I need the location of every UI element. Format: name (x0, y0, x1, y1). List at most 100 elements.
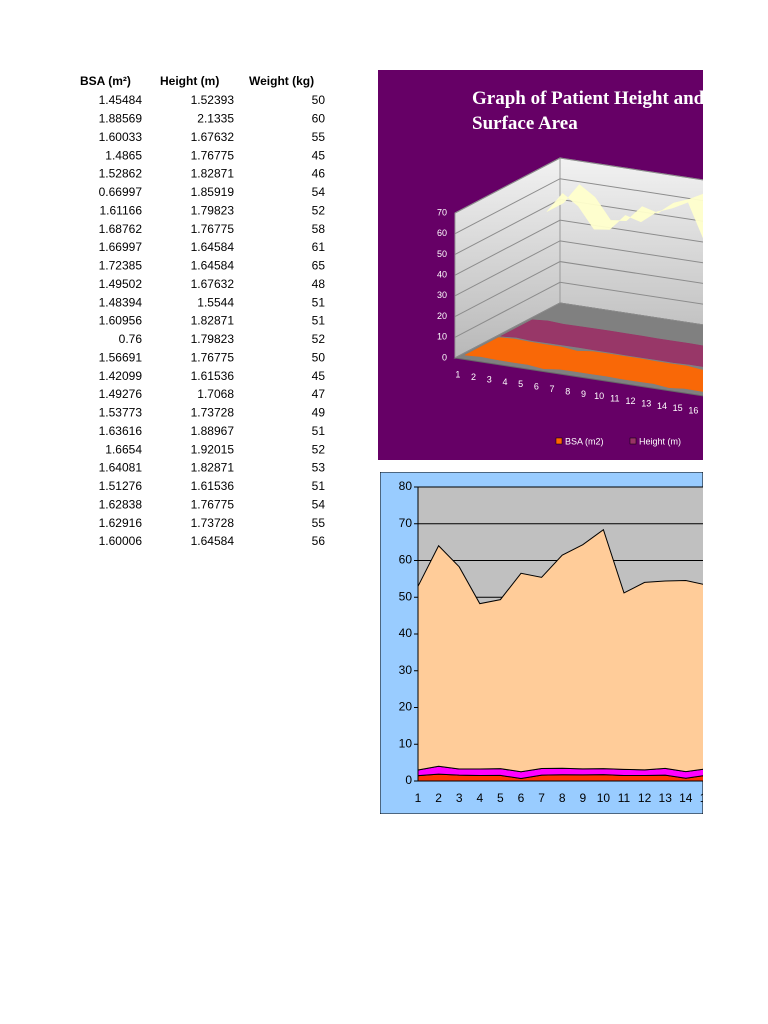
cell: 48 (312, 277, 326, 291)
grid-line (454, 219, 703, 276)
cell: 1.82871 (191, 314, 235, 328)
x-tick-label: 2 (435, 791, 442, 805)
y-tick-label: 20 (399, 700, 413, 714)
cell: 1.79823 (191, 203, 235, 217)
cell: 1.62916 (99, 516, 143, 530)
cell: 1.82871 (191, 461, 235, 475)
grid-line (454, 302, 703, 359)
y-tick-label: 30 (437, 290, 447, 300)
grid-line (454, 157, 703, 214)
x-tick-label: 4 (476, 791, 483, 805)
x-tick-label: 7 (538, 791, 545, 805)
y-tick-label: 20 (437, 311, 447, 321)
x-tick-label: 3 (456, 791, 463, 805)
x-tick-label: 14 (679, 791, 693, 805)
cell: 1.49502 (99, 277, 143, 291)
ribbon (499, 319, 703, 367)
y-tick-label: 0 (442, 352, 447, 362)
cell: 52 (312, 332, 326, 346)
ribbon (464, 337, 703, 392)
x-tick-label: 18 (762, 791, 768, 805)
ribbon (546, 184, 703, 239)
cell: 51 (312, 424, 326, 438)
cell: 1.64584 (191, 259, 235, 273)
x-tick-label: 12 (638, 791, 652, 805)
y-tick-label: 80 (399, 479, 413, 493)
cell: 1.73728 (191, 516, 235, 530)
cell: 1.92015 (191, 442, 235, 456)
cell: 46 (312, 167, 326, 181)
cell: 1.6654 (105, 442, 142, 456)
cell: 1.85919 (191, 185, 235, 199)
cell: 1.76775 (191, 350, 235, 364)
x-tick-label: 15 (673, 403, 683, 413)
cell: 54 (312, 497, 326, 511)
y-tick-label: 30 (399, 663, 413, 677)
cell: 61 (312, 240, 326, 254)
cell: 1.64081 (99, 461, 143, 475)
cell: 1.63616 (99, 424, 143, 438)
cell: 52 (312, 203, 326, 217)
x-tick-label: 10 (597, 791, 611, 805)
cell: 1.88569 (99, 112, 143, 126)
cell: 1.79823 (191, 332, 235, 346)
y-tick-label: 70 (437, 207, 447, 217)
cell: 1.53773 (99, 406, 143, 420)
cell: 1.67632 (191, 130, 235, 144)
y-tick-label: 60 (437, 228, 447, 238)
y-tick-label: 40 (437, 270, 447, 280)
grid-line (454, 240, 703, 297)
x-tick-label: 13 (659, 791, 673, 805)
cell: 47 (312, 387, 326, 401)
x-tick-label: 18 (720, 410, 730, 420)
cell: 1.64584 (191, 240, 235, 254)
cell: 1.76775 (191, 148, 235, 162)
cell: 49 (312, 406, 326, 420)
x-tick-label: 20 (751, 415, 761, 425)
x-tick-label: 5 (518, 379, 523, 389)
x-tick-label: 6 (534, 382, 539, 392)
y-tick-label: 0 (405, 773, 412, 787)
data-table: BSA (m²) Height (m) Weight (kg) 1.45484 1.52… (80, 74, 325, 548)
x-tick-label: 16 (688, 406, 698, 416)
y-tick-label: 50 (437, 249, 447, 259)
x-tick-label: 14 (657, 401, 667, 411)
cell: 1.52862 (99, 167, 143, 181)
cell: 65 (312, 259, 326, 273)
cell: 1.60006 (99, 534, 143, 548)
x-tick-label: 3 (487, 374, 492, 384)
grid-line (454, 178, 703, 235)
y-tick-label: 40 (399, 626, 413, 640)
cell: 1.68762 (99, 222, 143, 236)
cell: 1.49276 (99, 387, 143, 401)
cell: 1.45484 (99, 93, 143, 107)
x-tick-label: 10 (594, 391, 604, 401)
cell: 1.76775 (191, 497, 235, 511)
area (417, 528, 703, 773)
column-header: Height (m) (160, 74, 219, 88)
x-tick-label: 4 (502, 377, 507, 387)
cell: 1.51276 (99, 479, 143, 493)
cell: 0.76 (119, 332, 143, 346)
cell: 56 (312, 534, 326, 548)
x-tick-label: 2 (471, 372, 476, 382)
cell: 60 (312, 112, 326, 126)
cell: 50 (312, 350, 326, 364)
title-box: Graph of Patient Height and Surface Area (472, 88, 703, 134)
legend-swatch (555, 437, 563, 445)
x-tick-label: 1 (455, 370, 460, 380)
cell: 55 (312, 516, 326, 530)
cell: 1.88967 (191, 424, 235, 438)
cell: 1.60956 (99, 314, 143, 328)
cell: 1.73728 (191, 406, 235, 420)
cell: 1.56691 (99, 350, 143, 364)
x-tick-label: 6 (518, 791, 525, 805)
cell: 54 (312, 185, 326, 199)
cell: 1.61536 (191, 479, 235, 493)
x-tick-label: 7 (550, 384, 555, 394)
x-tick-label: 8 (565, 386, 570, 396)
x-tick-label: 9 (579, 791, 586, 805)
cell: 1.62838 (99, 497, 143, 511)
x-tick-label: 17 (741, 791, 755, 805)
